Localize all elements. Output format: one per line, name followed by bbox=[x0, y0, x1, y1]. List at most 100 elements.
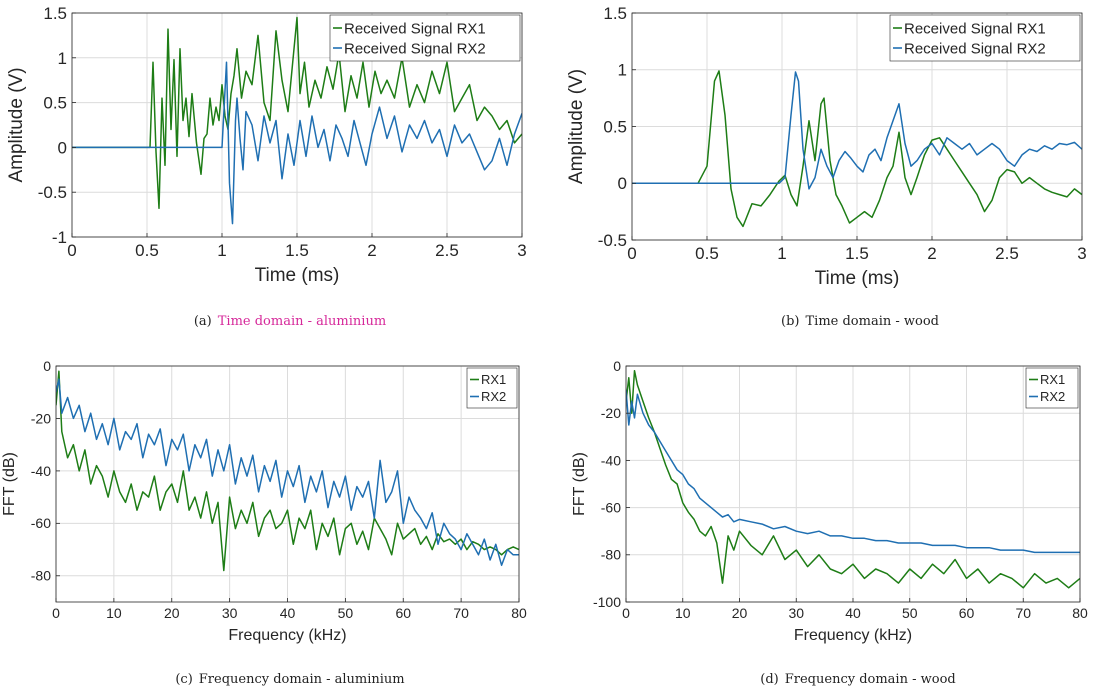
y-tick-label: -40 bbox=[31, 463, 51, 479]
x-tick-label: 30 bbox=[788, 605, 804, 621]
series-line-rx2 bbox=[56, 378, 519, 567]
legend-label: Received Signal RX1 bbox=[344, 20, 486, 37]
x-tick-label: 10 bbox=[675, 605, 691, 621]
y-axis-label: FFT (dB) bbox=[571, 452, 588, 516]
chart-d: 0 10 20 30 40 50 60 70 80 -100 -80 -60 -40 -20 0 Freque… bbox=[571, 358, 1088, 687]
x-tick-label: 1 bbox=[777, 244, 786, 263]
figure-caption: (b) Time domain - wood bbox=[781, 314, 939, 329]
y-tick-label: 0.5 bbox=[43, 94, 67, 113]
y-axis-label: FFT (dB) bbox=[1, 452, 18, 516]
x-tick-label: 60 bbox=[959, 605, 975, 621]
y-tick-label: 0 bbox=[58, 138, 67, 157]
y-tick-label: -1 bbox=[52, 228, 67, 247]
y-tick-label: 0 bbox=[618, 174, 627, 193]
x-axis-label: Time (ms) bbox=[255, 265, 340, 286]
legend-label: RX1 bbox=[481, 372, 506, 387]
figure-caption: (a) Time domain - aluminium bbox=[194, 314, 386, 329]
legend-box bbox=[329, 14, 521, 62]
x-tick-label: 80 bbox=[1072, 605, 1088, 621]
x-tick-label: 80 bbox=[511, 605, 527, 621]
x-axis-label: Time (ms) bbox=[815, 268, 900, 289]
legend-label: Received Signal RX2 bbox=[904, 40, 1046, 57]
caption-text: Time domain - wood bbox=[805, 314, 939, 329]
y-tick-label: -40 bbox=[601, 452, 621, 468]
y-tick-label: 1 bbox=[618, 61, 627, 80]
x-axis-label: Frequency (kHz) bbox=[228, 627, 346, 644]
x-tick-label: 50 bbox=[902, 605, 918, 621]
y-tick-label: 0 bbox=[613, 358, 621, 374]
x-tick-label: 1 bbox=[217, 241, 226, 260]
series-line-rx2 bbox=[72, 61, 522, 225]
y-tick-label: 1 bbox=[58, 49, 67, 68]
y-axis-label: Amplitude (V) bbox=[566, 69, 587, 184]
series-line-rx1 bbox=[632, 70, 1082, 228]
caption-text: Frequency domain - aluminium bbox=[199, 672, 405, 687]
caption-text: Frequency domain - wood bbox=[785, 672, 956, 687]
y-tick-label: -0.5 bbox=[38, 183, 67, 202]
series-line-rx1 bbox=[72, 16, 522, 210]
legend: Received Signal RX1 Received Signal RX2 bbox=[329, 14, 521, 62]
legend-box bbox=[466, 367, 518, 409]
x-tick-label: 3 bbox=[1077, 244, 1086, 263]
caption-text: Time domain - aluminium bbox=[218, 314, 386, 329]
series-line-rx2 bbox=[626, 389, 1080, 554]
x-tick-label: 1.5 bbox=[285, 241, 309, 260]
x-tick-label: 20 bbox=[164, 605, 180, 621]
y-tick-label: -100 bbox=[593, 594, 621, 610]
figure-caption: (d) Frequency domain - wood bbox=[760, 672, 955, 687]
x-tick-label: 2.5 bbox=[435, 241, 459, 260]
x-tick-label: 3 bbox=[517, 241, 526, 260]
y-axis-label: Amplitude (V) bbox=[6, 67, 27, 182]
x-tick-label: 40 bbox=[845, 605, 861, 621]
y-tick-label: -60 bbox=[601, 500, 621, 516]
x-tick-label: 0 bbox=[52, 605, 60, 621]
x-tick-label: 0.5 bbox=[695, 244, 719, 263]
x-tick-label: 70 bbox=[1015, 605, 1031, 621]
series-line-rx2 bbox=[632, 71, 1082, 190]
x-tick-label: 2 bbox=[927, 244, 936, 263]
legend-label: RX1 bbox=[1040, 372, 1065, 387]
x-tick-label: 10 bbox=[106, 605, 122, 621]
x-tick-label: 50 bbox=[338, 605, 354, 621]
caption-label: (a) bbox=[194, 314, 212, 329]
legend-label: RX2 bbox=[1040, 389, 1065, 404]
y-tick-label: -60 bbox=[31, 515, 51, 531]
series-line-rx1 bbox=[626, 369, 1080, 589]
x-tick-label: 30 bbox=[222, 605, 238, 621]
y-tick-label: 0.5 bbox=[603, 117, 627, 136]
y-tick-label: -20 bbox=[31, 410, 51, 426]
series-line-rx1 bbox=[56, 370, 519, 572]
legend-box bbox=[1025, 367, 1079, 409]
y-tick-label: -20 bbox=[601, 405, 621, 421]
y-tick-label: -80 bbox=[601, 547, 621, 563]
chart-c: 0 10 20 30 40 50 60 70 80 -80 -60 -40 -20 0 Frequency … bbox=[1, 358, 527, 687]
y-tick-label: 1.5 bbox=[43, 4, 67, 23]
x-tick-label: 1.5 bbox=[845, 244, 869, 263]
y-tick-label: 0 bbox=[43, 358, 51, 374]
x-tick-label: 0 bbox=[627, 244, 636, 263]
x-tick-label: 2.5 bbox=[995, 244, 1019, 263]
x-tick-label: 2 bbox=[367, 241, 376, 260]
legend-box bbox=[889, 14, 1081, 62]
caption-label: (c) bbox=[175, 672, 192, 687]
legend-label: Received Signal RX1 bbox=[904, 20, 1046, 37]
x-tick-label: 0 bbox=[622, 605, 630, 621]
caption-label: (b) bbox=[781, 314, 799, 329]
x-tick-label: 70 bbox=[453, 605, 469, 621]
legend-label: RX2 bbox=[481, 389, 506, 404]
figure-caption: (c) Frequency domain - aluminium bbox=[175, 672, 404, 687]
legend: Received Signal RX1 Received Signal RX2 bbox=[889, 14, 1081, 62]
y-tick-label: -0.5 bbox=[598, 231, 627, 250]
x-tick-label: 20 bbox=[732, 605, 748, 621]
x-tick-label: 0 bbox=[67, 241, 76, 260]
y-tick-label: -80 bbox=[31, 568, 51, 584]
x-tick-label: 0.5 bbox=[135, 241, 159, 260]
x-tick-label: 40 bbox=[280, 605, 296, 621]
chart-a: 0 0.5 1 1.5 2 2.5 3 -1 -0.5 0 0.5 1 1.5 Time (ms) Ampl… bbox=[6, 4, 527, 329]
legend-label: Received Signal RX2 bbox=[344, 40, 486, 57]
caption-label: (d) bbox=[760, 672, 778, 687]
